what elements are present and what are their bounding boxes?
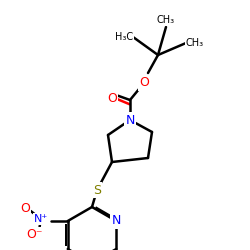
Text: CH₃: CH₃	[157, 15, 175, 25]
Text: H₃C: H₃C	[115, 32, 133, 42]
Text: N: N	[125, 114, 135, 126]
Text: CH₃: CH₃	[186, 38, 204, 48]
Text: O: O	[20, 202, 30, 215]
Text: N⁺: N⁺	[34, 214, 48, 224]
Text: O: O	[107, 92, 117, 104]
Text: S: S	[93, 184, 101, 196]
Text: N: N	[112, 214, 121, 228]
Text: O⁻: O⁻	[26, 228, 43, 241]
Text: O: O	[139, 76, 149, 90]
